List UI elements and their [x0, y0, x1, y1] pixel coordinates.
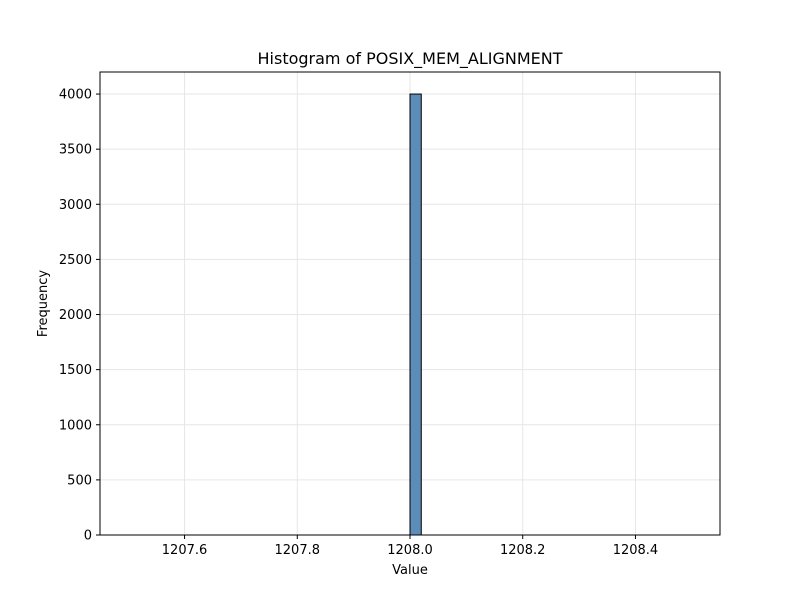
chart-title: Histogram of POSIX_MEM_ALIGNMENT	[258, 49, 563, 69]
y-tick-label: 2000	[59, 308, 92, 323]
y-tick-label: 3000	[59, 198, 92, 213]
y-tick-label: 1000	[59, 418, 92, 433]
histogram-bar	[409, 93, 422, 536]
y-axis-ticks: 0 500 1000 1500 2000 2500 3000 3500 4000	[59, 88, 100, 544]
x-tick-label: 1207.8	[275, 543, 321, 558]
y-tick-label: 500	[67, 473, 92, 488]
x-tick-label: 1208.0	[387, 543, 433, 558]
y-tick-label: 4000	[59, 88, 92, 103]
y-axis-label: Frequency	[36, 270, 51, 337]
x-tick-label: 1208.4	[613, 543, 659, 558]
x-axis-ticks: 1207.6 1207.8 1208.0 1208.2 1208.4	[162, 535, 658, 558]
x-tick-label: 1207.6	[162, 543, 208, 558]
y-tick-label: 2500	[59, 253, 92, 268]
histogram-bars	[409, 93, 422, 536]
y-tick-label: 0	[84, 529, 92, 544]
x-tick-label: 1208.2	[500, 543, 546, 558]
y-tick-label: 1500	[59, 363, 92, 378]
y-tick-label: 3500	[59, 143, 92, 158]
x-axis-label: Value	[392, 563, 428, 578]
